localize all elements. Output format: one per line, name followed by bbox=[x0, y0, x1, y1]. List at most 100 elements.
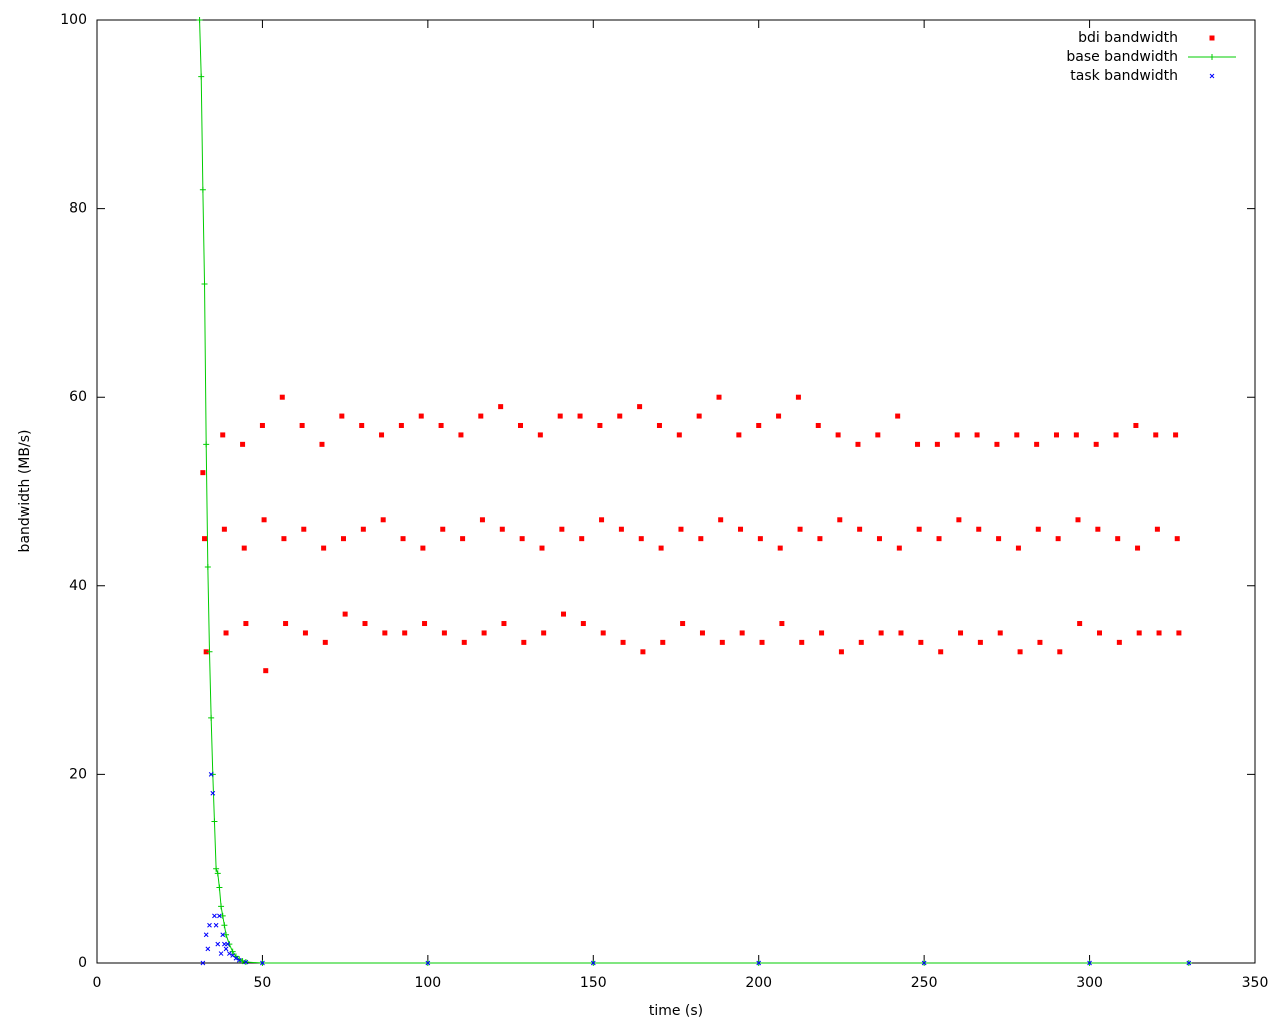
data-point bbox=[997, 630, 1003, 636]
data-point bbox=[212, 913, 217, 919]
data-point bbox=[815, 422, 821, 428]
data-point bbox=[916, 526, 922, 532]
legend-label: bdi bandwidth bbox=[1078, 30, 1178, 46]
data-point bbox=[208, 772, 214, 777]
data-point bbox=[1034, 441, 1040, 447]
data-point bbox=[561, 611, 567, 617]
data-point bbox=[461, 639, 467, 645]
data-point bbox=[878, 630, 884, 636]
data-point bbox=[559, 526, 565, 532]
data-point bbox=[1154, 526, 1160, 532]
data-point bbox=[579, 536, 585, 542]
data-point bbox=[896, 545, 902, 551]
data-point bbox=[875, 432, 881, 438]
x-tick-label: 350 bbox=[1242, 975, 1269, 991]
data-point bbox=[1176, 630, 1182, 636]
data-point bbox=[402, 630, 408, 636]
data-point bbox=[220, 932, 226, 938]
data-point bbox=[214, 870, 221, 877]
data-point bbox=[206, 648, 213, 655]
data-point bbox=[1156, 630, 1162, 636]
data-point bbox=[696, 413, 702, 419]
data-point bbox=[638, 536, 644, 542]
data-point bbox=[1015, 545, 1021, 551]
data-point bbox=[757, 536, 763, 542]
legend-label: task bandwidth bbox=[1070, 68, 1178, 84]
data-point bbox=[241, 545, 247, 551]
data-point bbox=[1093, 441, 1099, 447]
data-point bbox=[1095, 526, 1101, 532]
data-point bbox=[756, 422, 762, 428]
data-point bbox=[279, 394, 285, 400]
data-point bbox=[440, 526, 446, 532]
data-point bbox=[599, 517, 605, 523]
data-point bbox=[680, 621, 686, 627]
data-point bbox=[302, 630, 308, 636]
data-point bbox=[698, 536, 704, 542]
data-point bbox=[200, 470, 206, 476]
data-point bbox=[618, 526, 624, 532]
data-point bbox=[219, 912, 226, 919]
data-point bbox=[321, 545, 327, 551]
data-point bbox=[1053, 432, 1059, 438]
data-point bbox=[855, 441, 861, 447]
data-point bbox=[322, 639, 328, 645]
data-point bbox=[218, 951, 224, 956]
data-point bbox=[342, 611, 348, 617]
data-point bbox=[819, 630, 825, 636]
data-point bbox=[718, 517, 724, 523]
data-point bbox=[640, 649, 646, 655]
data-point bbox=[541, 630, 547, 636]
legend-marker bbox=[1209, 73, 1215, 79]
data-point bbox=[208, 714, 215, 721]
y-tick-label: 80 bbox=[69, 201, 87, 217]
data-point bbox=[1057, 649, 1063, 655]
data-point bbox=[956, 517, 962, 523]
data-point bbox=[243, 621, 249, 627]
data-point bbox=[617, 413, 623, 419]
data-point bbox=[301, 526, 307, 532]
data-point bbox=[577, 413, 583, 419]
data-point bbox=[360, 526, 366, 532]
data-point bbox=[213, 865, 220, 872]
data-point bbox=[837, 517, 843, 523]
data-point bbox=[223, 946, 229, 952]
data-point bbox=[976, 526, 982, 532]
data-point bbox=[217, 913, 222, 919]
legend-marker bbox=[1209, 54, 1215, 60]
data-point bbox=[225, 941, 231, 947]
data-point bbox=[756, 960, 762, 966]
data-point bbox=[1136, 630, 1142, 636]
data-point bbox=[739, 630, 745, 636]
data-point bbox=[441, 630, 447, 636]
data-point bbox=[921, 960, 927, 966]
data-point bbox=[198, 73, 205, 80]
data-point bbox=[1087, 960, 1092, 966]
data-point bbox=[196, 17, 203, 23]
data-point bbox=[934, 441, 940, 447]
data-point bbox=[400, 536, 406, 542]
data-point bbox=[678, 526, 684, 532]
data-point bbox=[676, 432, 682, 438]
data-point bbox=[797, 526, 803, 532]
data-point bbox=[719, 639, 725, 645]
data-point bbox=[795, 394, 801, 400]
data-point bbox=[898, 630, 904, 636]
plot-frame bbox=[96, 19, 1256, 964]
x-tick-label: 50 bbox=[254, 975, 272, 991]
data-point bbox=[590, 960, 596, 966]
data-point bbox=[620, 639, 626, 645]
data-point bbox=[199, 186, 206, 193]
data-point bbox=[857, 526, 863, 532]
data-point bbox=[996, 536, 1002, 542]
y-axis-label: bandwidth (MB/s) bbox=[17, 430, 33, 553]
data-point bbox=[221, 526, 227, 532]
data-point bbox=[799, 639, 805, 645]
data-point bbox=[425, 960, 431, 966]
data-point bbox=[203, 441, 210, 448]
data-point bbox=[580, 621, 586, 627]
data-point bbox=[1153, 432, 1159, 438]
data-point bbox=[915, 441, 921, 447]
data-point bbox=[204, 563, 211, 570]
data-point bbox=[759, 639, 765, 645]
